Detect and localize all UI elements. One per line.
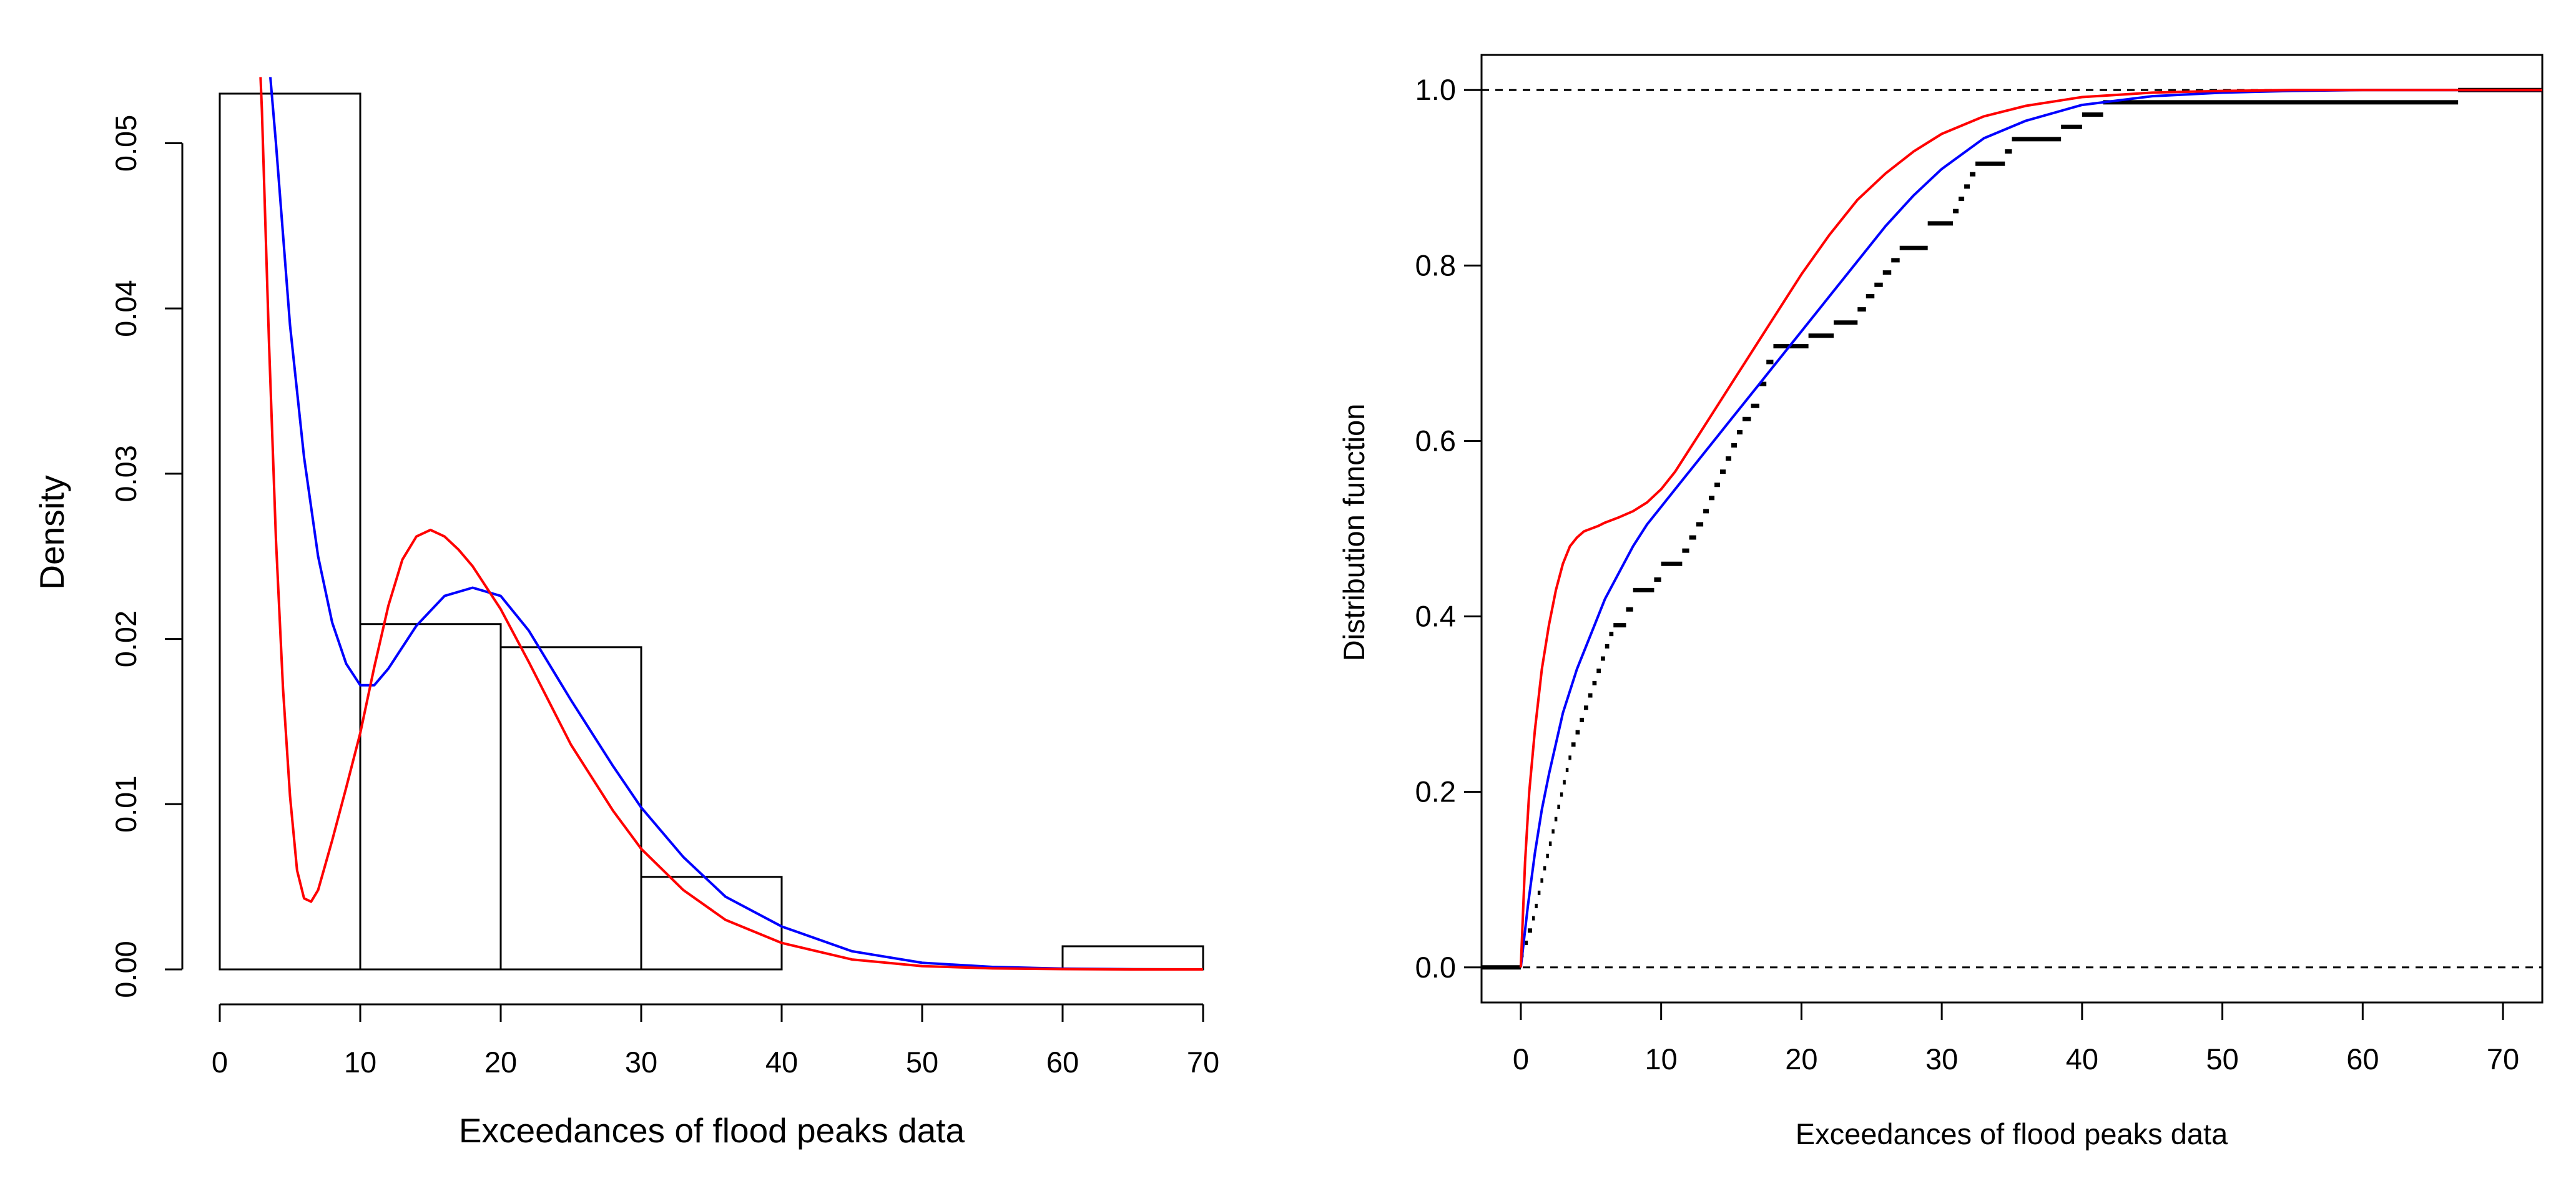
x-tick-label: 30 bbox=[625, 1046, 657, 1079]
y-tick-label: 0.4 bbox=[1415, 600, 1456, 633]
y-tick-label: 0.04 bbox=[109, 280, 142, 336]
histogram-bar-6 bbox=[1061, 945, 1204, 971]
y-tick-label: 0.6 bbox=[1415, 424, 1456, 457]
histogram-panel: 0 10 20 30 40 50 60 70 0.00 0.01 0.02 0.03 0.04 0.05… bbox=[32, 77, 1219, 1150]
plot-frame bbox=[1480, 54, 2544, 1004]
x-tick-label: 40 bbox=[765, 1046, 798, 1079]
y-tick-label: 0.02 bbox=[109, 610, 142, 667]
x-tick-label: 50 bbox=[906, 1046, 938, 1079]
y-tick-label: 0.05 bbox=[109, 115, 142, 172]
y-axis-label: Distribution function bbox=[1337, 404, 1370, 662]
y-tick-label: 0.0 bbox=[1415, 951, 1456, 984]
density-curves bbox=[259, 77, 1203, 971]
histogram-bars bbox=[219, 92, 1204, 971]
x-tick-label: 10 bbox=[1645, 1042, 1678, 1076]
y-axis: 0.0 0.2 0.4 0.6 0.8 1.0 bbox=[1415, 73, 1482, 984]
histogram-bar-2 bbox=[499, 646, 642, 971]
x-tick-label: 70 bbox=[1187, 1046, 1219, 1079]
y-tick-label: 0.8 bbox=[1415, 248, 1456, 282]
x-tick-label: 30 bbox=[1925, 1042, 1958, 1076]
density-curve-0 bbox=[269, 77, 1203, 971]
x-tick-label: 0 bbox=[1513, 1042, 1529, 1076]
density-curve-1 bbox=[259, 77, 1203, 971]
cdf-curve-0 bbox=[1519, 89, 2542, 968]
y-tick-label: 0.01 bbox=[109, 776, 142, 833]
x-tick-label: 70 bbox=[2487, 1042, 2519, 1076]
x-tick-label: 20 bbox=[484, 1046, 517, 1079]
x-tick-label: 20 bbox=[1785, 1042, 1817, 1076]
x-tick-label: 60 bbox=[2346, 1042, 2379, 1076]
cdf-panel: 0 10 20 30 40 50 60 70 0.0 0.2 0.4 0.6 0.8 1.0 Excee… bbox=[1337, 54, 2544, 1150]
y-tick-label: 0.03 bbox=[109, 445, 142, 502]
x-tick-label: 40 bbox=[2066, 1042, 2098, 1076]
x-axis: 0 10 20 30 40 50 60 70 bbox=[1513, 1002, 2519, 1076]
x-axis-label: Exceedances of flood peaks data bbox=[1796, 1117, 2228, 1150]
y-tick-label: 0.2 bbox=[1415, 775, 1456, 808]
histogram-bar-3 bbox=[640, 876, 783, 971]
y-tick-label: 1.0 bbox=[1415, 73, 1456, 106]
x-axis-label: Exceedances of flood peaks data bbox=[459, 1111, 965, 1150]
ecdf-steps bbox=[1482, 87, 2542, 970]
histogram-bar-0 bbox=[219, 92, 361, 971]
y-axis: 0.00 0.01 0.02 0.03 0.04 0.05 bbox=[109, 115, 184, 998]
x-axis: 0 10 20 30 40 50 60 70 bbox=[212, 1003, 1219, 1079]
x-tick-label: 60 bbox=[1046, 1046, 1079, 1079]
y-tick-label: 0.00 bbox=[109, 941, 142, 997]
cdf-curve-1 bbox=[1519, 89, 2542, 968]
x-tick-label: 50 bbox=[2206, 1042, 2238, 1076]
cdf-curves bbox=[1519, 89, 2542, 968]
x-tick-label: 0 bbox=[212, 1046, 228, 1079]
x-tick-label: 10 bbox=[344, 1046, 376, 1079]
y-axis-label: Density bbox=[32, 475, 71, 590]
reference-lines bbox=[1482, 89, 2542, 969]
